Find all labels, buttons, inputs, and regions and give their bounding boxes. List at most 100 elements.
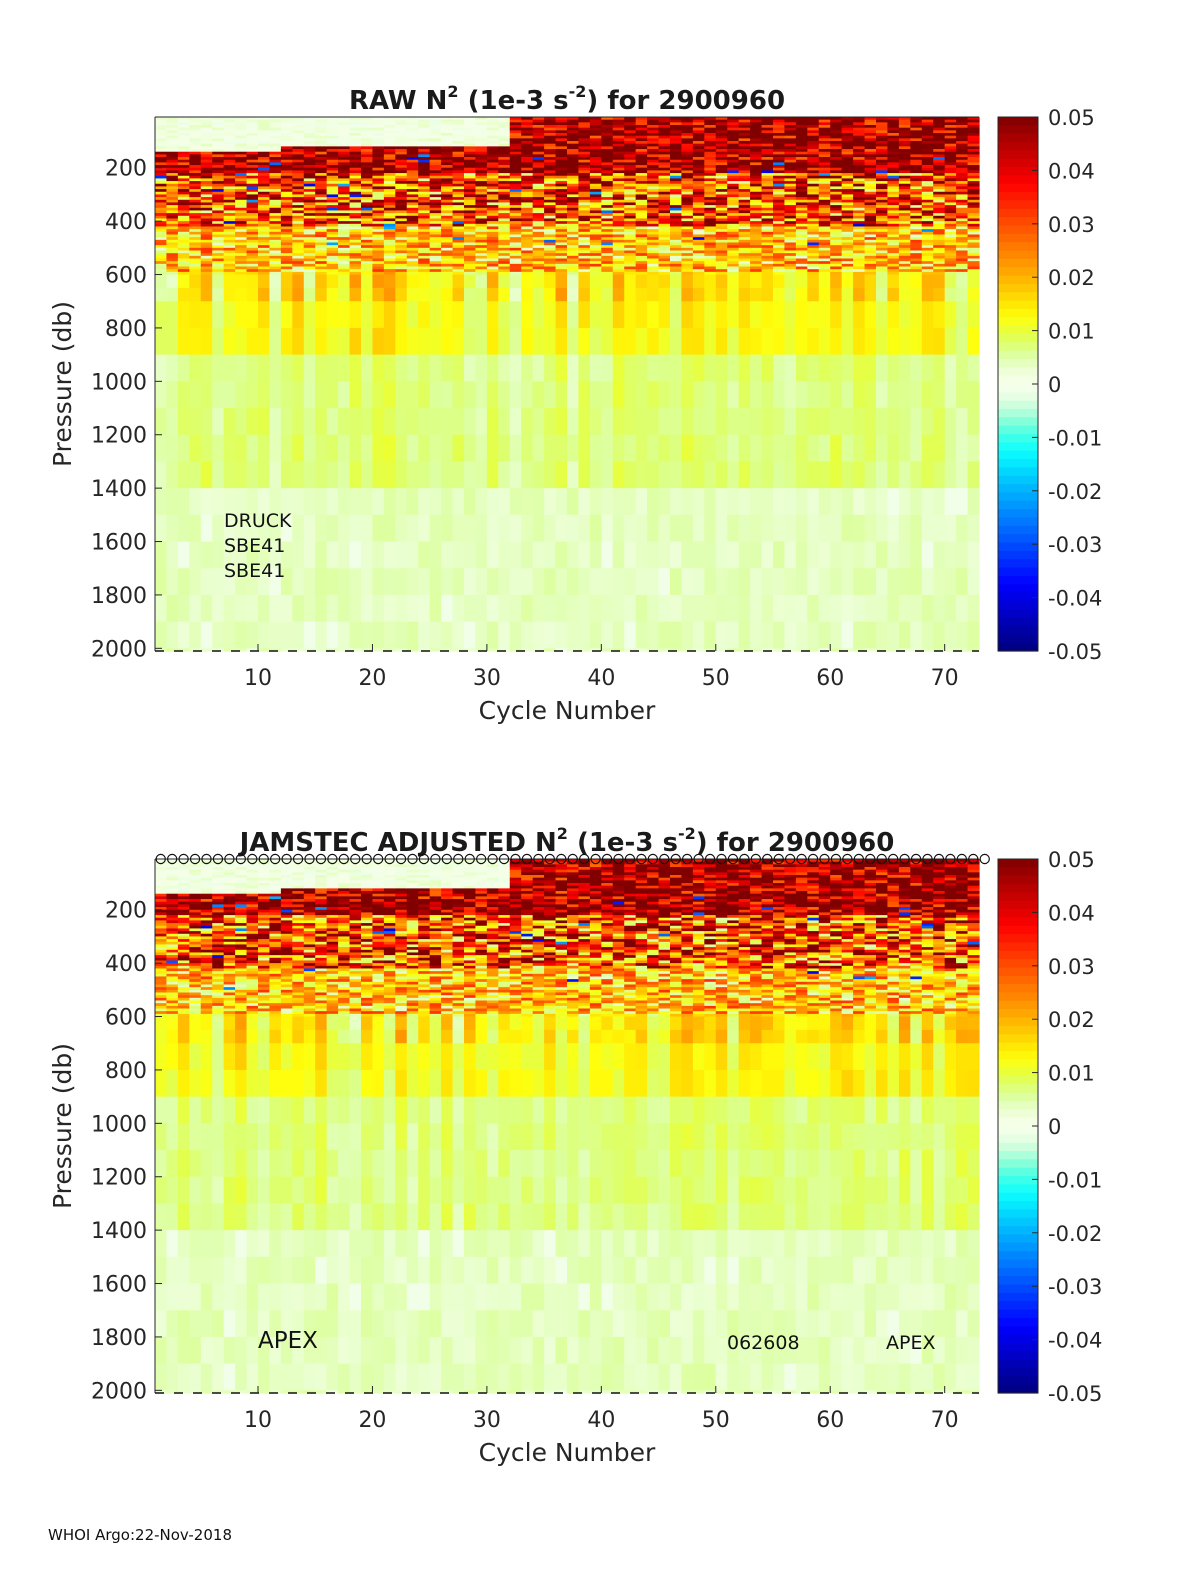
heatmap-cell [876,146,889,150]
heatmap-cell [750,247,763,252]
heatmap-cell [544,127,557,131]
heatmap-cell [509,250,522,254]
heatmap-cell [807,408,820,436]
heatmap-cell [326,130,339,134]
heatmap-cell [326,541,339,569]
heatmap-cell [486,218,499,222]
heatmap-cell [738,202,751,206]
heatmap-cell [475,215,488,220]
heatmap-cell [807,125,820,129]
heatmap-cell [418,648,431,652]
heatmap-cell [898,247,911,252]
heatmap-cell [601,210,614,214]
heatmap-cell [887,541,900,569]
heatmap-cell [898,202,911,206]
heatmap-cell [246,205,259,209]
heatmap-cell [864,197,877,201]
heatmap-cell [750,258,763,262]
heatmap-cell [727,239,740,244]
heatmap-cell [383,271,396,276]
heatmap-cell [750,159,763,163]
heatmap-cell [486,178,499,182]
heatmap-cell [795,541,808,569]
heatmap-cell [876,234,889,238]
heatmap-cell [498,274,511,289]
heatmap-cell [521,127,534,131]
heatmap-cell [578,210,591,214]
heatmap-cell [784,218,797,222]
heatmap-cell [898,287,911,302]
heatmap-cell [212,165,225,169]
heatmap-cell [246,237,259,241]
heatmap-cell [635,239,648,244]
heatmap-cell [464,178,477,182]
heatmap-cell [383,237,396,241]
heatmap-cell [166,146,179,150]
heatmap-cell [601,287,614,302]
heatmap-cell [624,245,637,249]
heatmap-cell [807,202,820,206]
heatmap-cell [292,189,305,193]
heatmap-cell [532,226,545,230]
heatmap-cell [235,221,248,225]
heatmap-cell [509,245,522,249]
heatmap-cell [898,269,911,273]
heatmap-cell [155,173,168,177]
heatmap-cell [704,205,717,209]
heatmap-cell [567,245,580,249]
heatmap-cell [486,141,499,145]
heatmap-cell [372,258,385,262]
heatmap-cell [715,154,728,158]
heatmap-cell [715,354,728,382]
heatmap-cell [795,218,808,222]
heatmap-cell [372,271,385,276]
heatmap-cell [383,274,396,289]
heatmap-cell [326,178,339,182]
heatmap-cell [532,221,545,225]
heatmap-cell [589,170,602,174]
heatmap-cell [258,213,271,217]
heatmap-cell [212,162,225,166]
heatmap-cell [418,205,431,209]
heatmap-cell [647,245,660,249]
heatmap-cell [715,245,728,249]
heatmap-cell [635,258,648,262]
heatmap-cell [612,205,625,209]
heatmap-cell [567,434,580,463]
heatmap-cell [658,183,671,188]
heatmap-cell [383,189,396,193]
heatmap-cell [784,261,797,265]
heatmap-cell [498,189,511,193]
heatmap-cell [795,255,808,260]
heatmap-cell [532,247,545,252]
heatmap-cell [235,488,248,516]
heatmap-cell [830,327,843,356]
heatmap-cell [750,149,763,153]
heatmap-cell [715,133,728,137]
heatmap-cell [475,199,488,204]
heatmap-cell [761,154,774,158]
heatmap-cell [383,434,396,463]
heatmap-cell [624,354,637,382]
heatmap-cell [624,253,637,257]
heatmap-cell [372,186,385,190]
heatmap-cell [418,287,431,302]
heatmap-cell [235,242,248,246]
heatmap-cell [269,514,282,543]
heatmap-cell [189,242,202,246]
heatmap-cell [818,247,831,252]
heatmap-cell [258,234,271,238]
heatmap-cell [773,226,786,230]
heatmap-cell [589,186,602,190]
heatmap-cell [280,194,293,198]
heatmap-cell [521,210,534,214]
heatmap-cell [841,167,854,171]
heatmap-cell [429,247,442,252]
heatmap-cell [647,594,660,623]
heatmap-cell [876,157,889,161]
heatmap-cell [692,461,705,489]
heatmap-cell [784,223,797,228]
heatmap-cell [578,488,591,516]
heatmap-cell [544,151,557,155]
heatmap-cell [315,202,328,206]
